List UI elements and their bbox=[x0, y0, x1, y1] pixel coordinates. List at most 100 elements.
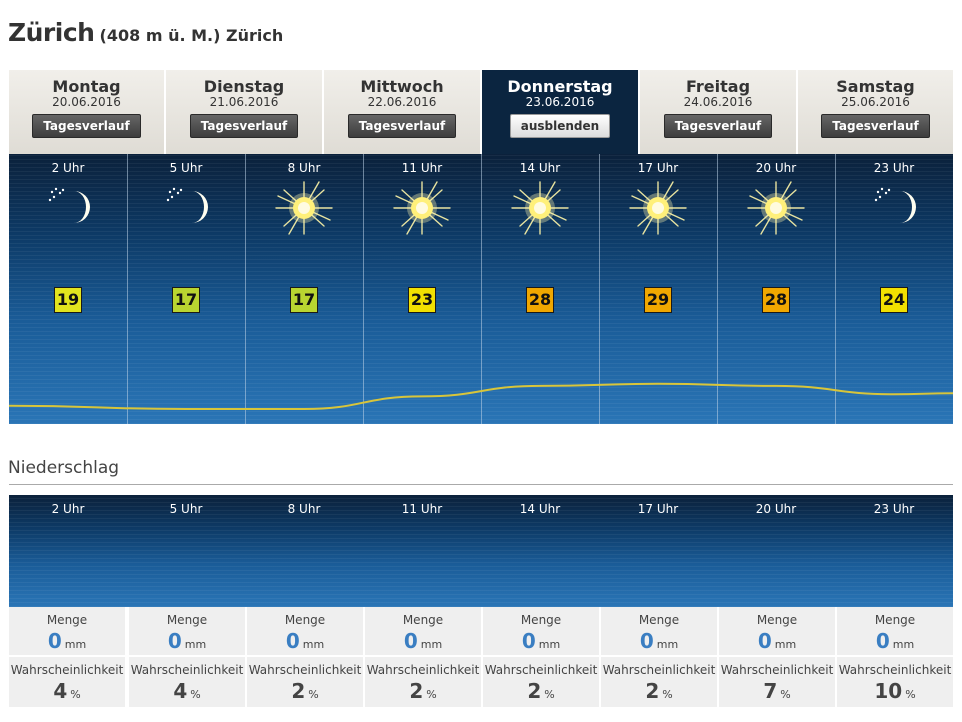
amount-value: 0 bbox=[875, 629, 890, 653]
amount-value-wrap: 0 mm bbox=[9, 629, 125, 653]
amount-value-wrap: 0 mm bbox=[719, 629, 835, 653]
day-tab-donnerstag[interactable]: Donnerstag 23.06.2016 ausblenden bbox=[482, 70, 638, 154]
probability-unit: % bbox=[308, 688, 319, 701]
day-name: Montag bbox=[52, 77, 121, 96]
precipitation-table: Menge 0 mm Wahrscheinlichkeit 4% Menge 0 mm Wahr… bbox=[9, 607, 953, 707]
amount-value: 0 bbox=[521, 629, 536, 653]
day-details-button[interactable]: Tagesverlauf bbox=[821, 114, 930, 138]
probability-value-wrap: 7% bbox=[719, 679, 835, 703]
probability-value: 4 bbox=[53, 679, 68, 703]
amount-unit: mm bbox=[420, 638, 443, 651]
hour-column: 17 Uhr 29 bbox=[599, 154, 718, 424]
precip-hour-column: 20 Uhr bbox=[717, 495, 835, 607]
day-date: 23.06.2016 bbox=[525, 95, 595, 109]
day-tab-montag[interactable]: Montag 20.06.2016 Tagesverlauf bbox=[9, 70, 164, 154]
precip-amount-cell: Menge 0 mm bbox=[365, 607, 481, 655]
amount-label: Menge bbox=[284, 613, 326, 627]
probability-unit: % bbox=[70, 688, 81, 701]
temperature-curve bbox=[9, 382, 953, 410]
probability-value-wrap: 10% bbox=[837, 679, 953, 703]
precip-hour-column: 2 Uhr bbox=[9, 495, 127, 607]
day-date: 24.06.2016 bbox=[683, 95, 753, 109]
precip-hour-column: 14 Uhr bbox=[481, 495, 599, 607]
probability-unit: % bbox=[544, 688, 555, 701]
amount-value: 0 bbox=[47, 629, 62, 653]
probability-value-wrap: 2% bbox=[247, 679, 363, 703]
temperature-badge: 28 bbox=[762, 287, 790, 313]
day-tab-dienstag[interactable]: Dienstag 21.06.2016 Tagesverlauf bbox=[166, 70, 322, 154]
sun-icon bbox=[746, 178, 806, 238]
day-details-button[interactable]: Tagesverlauf bbox=[663, 114, 773, 138]
moon-stars-icon bbox=[864, 178, 924, 238]
temperature-badge: 24 bbox=[880, 287, 908, 313]
amount-value: 0 bbox=[285, 629, 300, 653]
probability-label: Wahrscheinlichkeit bbox=[366, 663, 480, 677]
precip-amount-cell: Menge 0 mm bbox=[837, 607, 953, 655]
precip-amount-cell: Menge 0 mm bbox=[483, 607, 599, 655]
amount-value-wrap: 0 mm bbox=[601, 629, 717, 653]
probability-unit: % bbox=[662, 688, 673, 701]
hour-column: 8 Uhr 17 bbox=[245, 154, 364, 424]
hour-label: 8 Uhr bbox=[287, 502, 321, 516]
day-tab-freitag[interactable]: Freitag 24.06.2016 Tagesverlauf bbox=[640, 70, 796, 154]
amount-label: Menge bbox=[46, 613, 88, 627]
hour-label: 11 Uhr bbox=[401, 502, 443, 516]
sun-icon bbox=[510, 178, 570, 238]
hour-label: 20 Uhr bbox=[755, 502, 797, 516]
day-details-button[interactable]: Tagesverlauf bbox=[347, 114, 457, 138]
hide-button[interactable]: ausblenden bbox=[509, 114, 611, 138]
day-name: Samstag bbox=[836, 77, 915, 96]
probability-value-wrap: 4% bbox=[9, 679, 125, 703]
hour-label: 2 Uhr bbox=[51, 502, 85, 516]
day-tabs: Montag 20.06.2016 Tagesverlauf Dienstag 21.0… bbox=[9, 70, 953, 154]
day-details-button[interactable]: Tagesverlauf bbox=[32, 114, 141, 138]
day-date: 20.06.2016 bbox=[52, 95, 121, 109]
probability-value: 2 bbox=[527, 679, 542, 703]
amount-unit: mm bbox=[184, 638, 207, 651]
amount-value-wrap: 0 mm bbox=[483, 629, 599, 653]
day-date: 22.06.2016 bbox=[367, 95, 437, 109]
precipitation-panel: 2 Uhr 5 Uhr 8 Uhr 11 Uhr 14 Uhr 17 Uhr 20 Uhr 2… bbox=[9, 495, 953, 607]
precip-probability-cell: Wahrscheinlichkeit 10% bbox=[837, 657, 953, 707]
day-tab-samstag[interactable]: Samstag 25.06.2016 Tagesverlauf bbox=[798, 70, 953, 154]
amount-value: 0 bbox=[757, 629, 772, 653]
hour-label: 17 Uhr bbox=[637, 502, 679, 516]
day-date: 21.06.2016 bbox=[209, 95, 279, 109]
amount-unit: mm bbox=[538, 638, 561, 651]
amount-value-wrap: 0 mm bbox=[247, 629, 363, 653]
sun-icon bbox=[274, 178, 334, 238]
amount-value: 0 bbox=[639, 629, 654, 653]
amount-value-wrap: 0 mm bbox=[129, 629, 245, 653]
precip-amount-cell: Menge 0 mm bbox=[719, 607, 835, 655]
day-tab-mittwoch[interactable]: Mittwoch 22.06.2016 Tagesverlauf bbox=[324, 70, 480, 154]
precip-hour-column: 5 Uhr bbox=[127, 495, 245, 607]
temperature-line bbox=[9, 382, 953, 410]
moon-stars-icon bbox=[156, 178, 216, 238]
probability-label: Wahrscheinlichkeit bbox=[10, 663, 124, 677]
probability-label: Wahrscheinlichkeit bbox=[838, 663, 952, 677]
hour-label: 11 Uhr bbox=[401, 161, 443, 175]
day-name: Freitag bbox=[685, 77, 751, 96]
precip-hour-column: 11 Uhr bbox=[363, 495, 481, 607]
probability-value: 4 bbox=[173, 679, 188, 703]
temperature-badge: 29 bbox=[644, 287, 672, 313]
precip-probability-cell: Wahrscheinlichkeit 2% bbox=[365, 657, 481, 707]
section-divider bbox=[9, 484, 953, 485]
hour-label: 5 Uhr bbox=[169, 502, 203, 516]
day-details-button[interactable]: Tagesverlauf bbox=[189, 114, 299, 138]
day-name: Donnerstag bbox=[507, 77, 613, 96]
location-name: Zürich bbox=[8, 18, 95, 47]
sun-icon bbox=[392, 178, 452, 238]
hour-label: 23 Uhr bbox=[873, 161, 915, 175]
probability-value-wrap: 2% bbox=[601, 679, 717, 703]
day-date: 25.06.2016 bbox=[841, 95, 910, 109]
temperature-badge: 23 bbox=[408, 287, 436, 313]
day-name: Mittwoch bbox=[360, 77, 444, 96]
hourly-forecast-panel: 2 Uhr 19 5 Uhr 17 8 Uhr 17 11 Uhr 23 14 Uhr 28 17 … bbox=[9, 154, 953, 424]
precip-probability-cell: Wahrscheinlichkeit 4% bbox=[129, 657, 245, 707]
amount-unit: mm bbox=[892, 638, 915, 651]
precip-probability-cell: Wahrscheinlichkeit 7% bbox=[719, 657, 835, 707]
probability-unit: % bbox=[190, 688, 201, 701]
hour-label: 5 Uhr bbox=[169, 161, 203, 175]
precip-amount-cell: Menge 0 mm bbox=[9, 607, 125, 655]
